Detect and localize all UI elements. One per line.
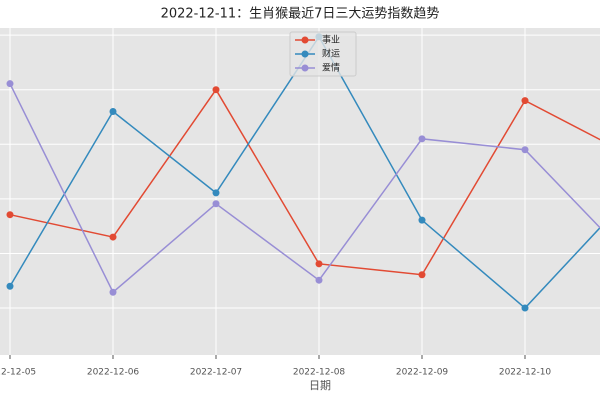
point	[212, 189, 220, 197]
legend-label: 爱情	[322, 62, 340, 74]
legend-label: 财运	[322, 48, 340, 60]
x-tick-label: 2022-12-10	[499, 368, 552, 378]
x-axis-label: 日期	[309, 379, 331, 392]
legend-marker	[301, 50, 309, 58]
point	[418, 216, 426, 224]
legend-marker	[301, 64, 309, 72]
legend-label: 事业	[322, 34, 340, 46]
point	[521, 97, 529, 105]
plot-background	[0, 28, 600, 355]
x-tick-label: 2022-12-07	[190, 368, 242, 378]
point	[315, 276, 323, 284]
point	[212, 200, 220, 208]
legend-marker	[301, 36, 309, 44]
point	[315, 260, 323, 268]
x-tick-label: 2022-12-09	[396, 368, 449, 378]
point	[521, 146, 529, 154]
x-tick-label: 2022-12-05	[0, 368, 36, 378]
point	[109, 108, 117, 116]
point	[6, 80, 14, 88]
x-tick-label: 2022-12-06	[87, 368, 140, 378]
point	[212, 86, 220, 94]
point	[109, 288, 117, 296]
point	[521, 304, 529, 312]
point	[6, 211, 14, 219]
point	[418, 135, 426, 143]
point	[109, 233, 117, 241]
point	[418, 271, 426, 279]
chart-title: 2022-12-11：生肖猴最近7日三大运势指数趋势	[161, 6, 440, 22]
x-tick-label: 2022-12-08	[293, 368, 346, 378]
point	[6, 282, 14, 290]
